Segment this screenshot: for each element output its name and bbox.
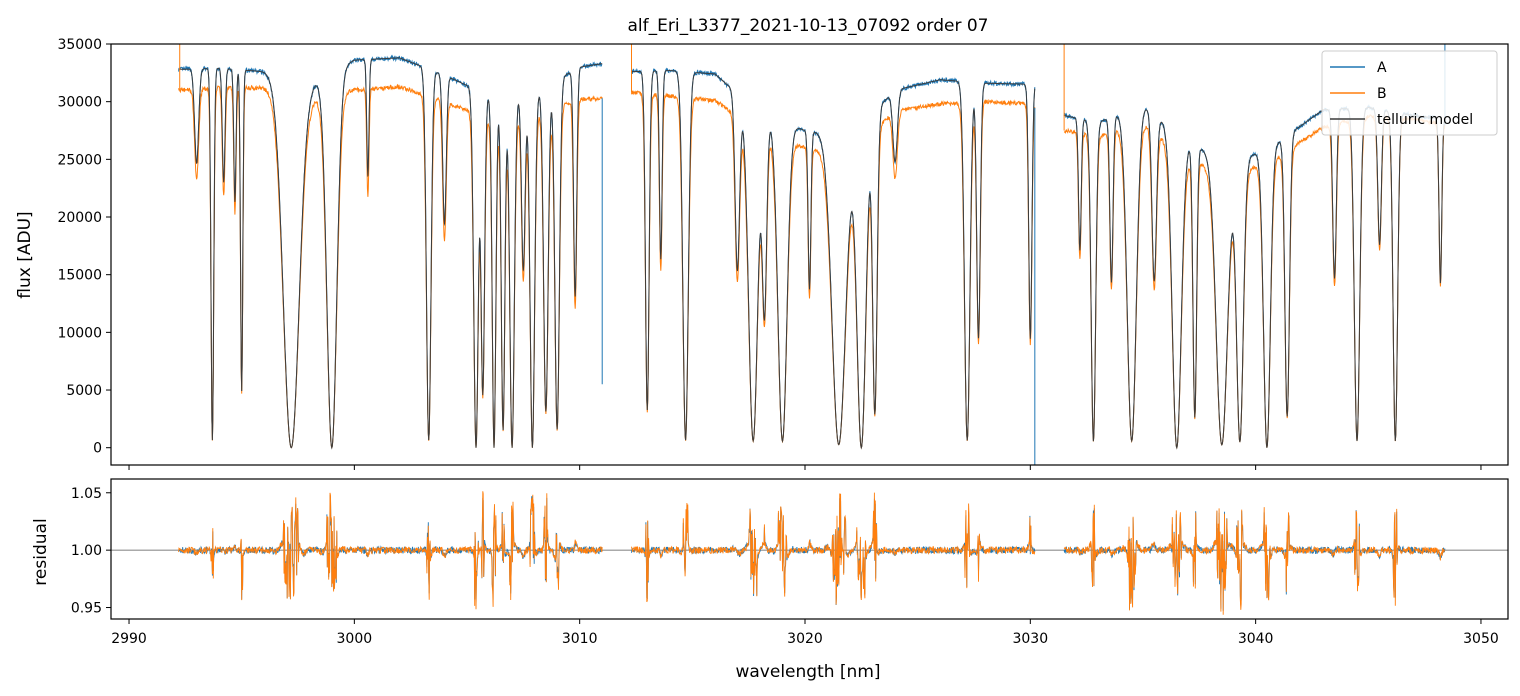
x-axis-label: wavelength [nm] bbox=[735, 662, 880, 682]
x-tick-label-3010: 3010 bbox=[562, 631, 598, 647]
residual-line-b-seg-2 bbox=[1063, 504, 1445, 615]
residual-series-group bbox=[111, 491, 1508, 615]
flux-y-tick-label-25000: 25000 bbox=[57, 152, 102, 168]
residual-x-ticks: 2990 3000 3010 3020 3030 3040 3050 bbox=[111, 619, 1499, 647]
telluric-model-seg-1 bbox=[631, 70, 1036, 450]
residual-axes-frame bbox=[110, 478, 1509, 620]
flux-y-tick-label-30000: 30000 bbox=[57, 95, 102, 111]
residual-y-ticks: 0.95 1.00 1.05 bbox=[71, 486, 111, 617]
flux-y-tick-label-5000: 5000 bbox=[66, 383, 102, 399]
telluric-model-seg-0 bbox=[178, 57, 603, 450]
legend-label-b: B bbox=[1377, 86, 1387, 102]
chart-title: alf_Eri_L3377_2021-10-13_07092 order 07 bbox=[628, 16, 989, 36]
telluric-model-seg-2 bbox=[1064, 107, 1446, 450]
legend-label-a: A bbox=[1377, 60, 1387, 76]
x-tick-label-3050: 3050 bbox=[1463, 631, 1499, 647]
residual-y-tick-label-0.95: 0.95 bbox=[71, 601, 102, 617]
legend-label-model: telluric model bbox=[1377, 112, 1473, 128]
flux-x-ticks bbox=[128, 465, 1482, 470]
residual-y-tick-label-1: 1.00 bbox=[71, 543, 102, 559]
flux-y-label: flux [ADU] bbox=[15, 211, 35, 298]
x-tick-label-3020: 3020 bbox=[787, 631, 823, 647]
flux-y-tick-label-0: 0 bbox=[93, 441, 102, 457]
x-tick-label-3000: 3000 bbox=[337, 631, 373, 647]
x-tick-label-3030: 3030 bbox=[1012, 631, 1048, 647]
residual-y-label: residual bbox=[31, 518, 51, 585]
residual-panel: 0.95 1.00 1.05 2990 3000 3010 3020 3030 3040 305… bbox=[31, 478, 1509, 682]
legend: A B telluric model bbox=[1321, 50, 1498, 136]
flux-axes-frame bbox=[110, 43, 1509, 466]
flux-y-tick-label-35000: 35000 bbox=[57, 37, 102, 53]
legend-box bbox=[1321, 50, 1498, 136]
flux-panel: 0 5000 10000 15000 20000 25000 30000 35000 flux… bbox=[15, 37, 1509, 470]
flux-y-ticks: 0 5000 10000 15000 20000 25000 30000 35000 bbox=[57, 37, 111, 457]
flux-y-tick-label-10000: 10000 bbox=[57, 325, 102, 341]
residual-line-b-seg-1 bbox=[631, 492, 1036, 605]
flux-y-tick-label-20000: 20000 bbox=[57, 210, 102, 226]
x-tick-label-2990: 2990 bbox=[111, 631, 147, 647]
residual-y-tick-label-1.05: 1.05 bbox=[71, 486, 102, 502]
residual-line-b-seg-0 bbox=[178, 491, 603, 610]
flux-y-tick-label-15000: 15000 bbox=[57, 268, 102, 284]
flux-series-group bbox=[178, 44, 1446, 465]
x-tick-label-3040: 3040 bbox=[1238, 631, 1274, 647]
